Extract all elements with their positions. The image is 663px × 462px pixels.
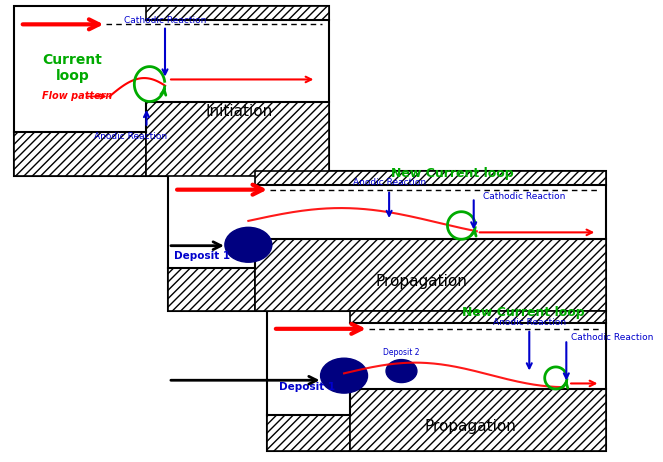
Bar	[255, 171, 607, 185]
Text: Current
loop: Current loop	[42, 53, 102, 83]
Text: Cathodic Reaction: Cathodic Reaction	[483, 192, 566, 201]
Bar	[168, 171, 607, 311]
Bar	[267, 311, 607, 451]
Text: Anodic Reaction: Anodic Reaction	[95, 132, 168, 141]
Text: Flow pattern: Flow pattern	[42, 91, 112, 101]
Text: Cathodic Reaction: Cathodic Reaction	[572, 334, 654, 342]
Bar	[267, 415, 350, 451]
Bar	[147, 6, 329, 20]
Text: Anodic Reaction: Anodic Reaction	[493, 318, 566, 327]
Circle shape	[386, 359, 417, 383]
Bar	[350, 389, 607, 451]
Text: Cathodic Reaction: Cathodic Reaction	[124, 16, 206, 25]
Text: Anodic Reaction: Anodic Reaction	[353, 178, 426, 188]
Text: Propagation: Propagation	[425, 419, 516, 434]
Circle shape	[321, 358, 367, 393]
Text: Initiation: Initiation	[206, 104, 272, 119]
Bar	[255, 239, 607, 311]
Text: New Current loop: New Current loop	[391, 167, 513, 180]
Bar	[350, 311, 607, 323]
Circle shape	[225, 227, 272, 262]
Text: Deposit 1: Deposit 1	[279, 382, 335, 392]
Bar	[14, 6, 329, 176]
Bar	[168, 268, 255, 311]
Text: Deposit 1: Deposit 1	[174, 251, 230, 261]
Text: Propagation: Propagation	[375, 274, 467, 289]
Bar	[14, 132, 147, 176]
Bar	[147, 103, 329, 176]
Text: Deposit 2: Deposit 2	[383, 348, 420, 357]
Text: New Current loop: New Current loop	[462, 306, 584, 319]
